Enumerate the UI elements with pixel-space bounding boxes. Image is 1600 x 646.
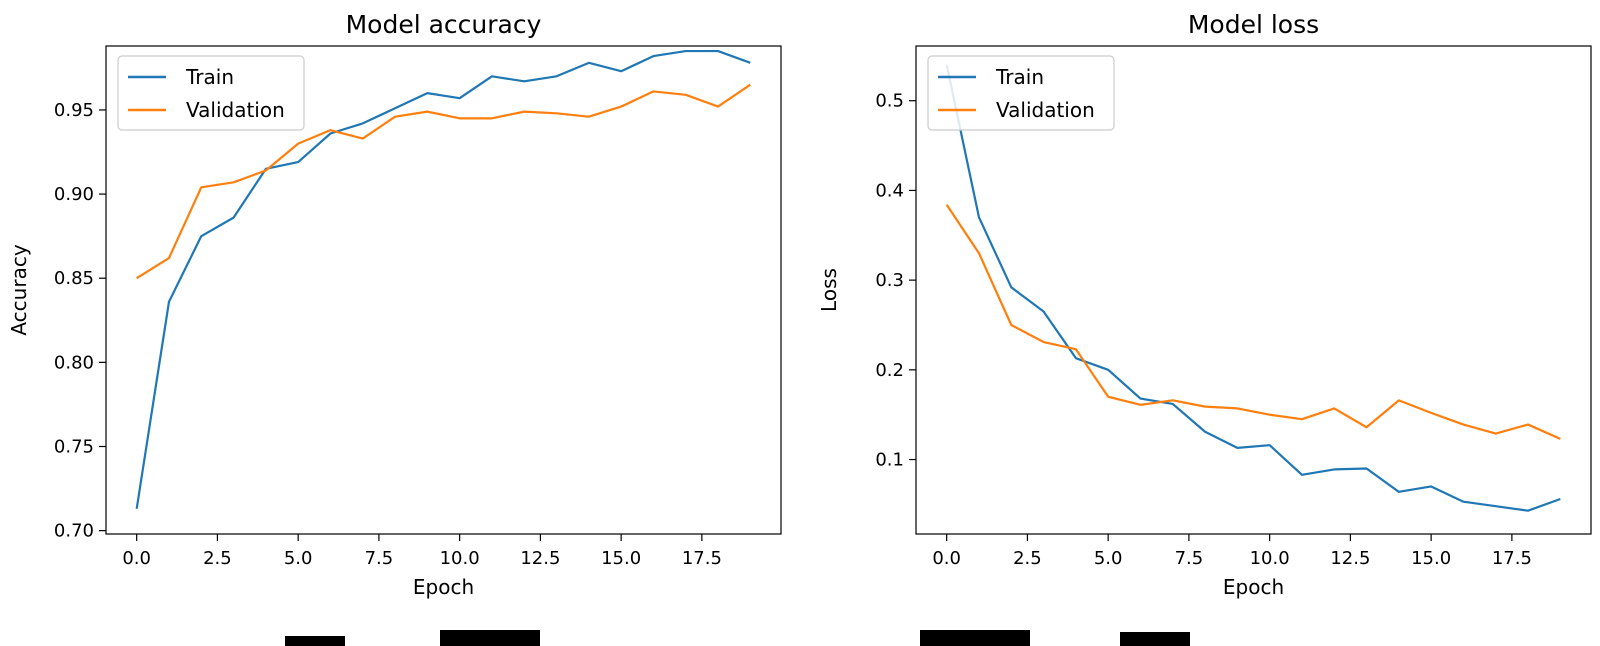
legend-label-validation: Validation [996, 98, 1095, 122]
x-tick-label: 17.5 [1492, 548, 1532, 569]
legend-label-validation: Validation [186, 98, 285, 122]
chart-title: Model loss [1188, 10, 1319, 39]
loss-chart: Model loss 0.0 2.5 5.0 7.5 10.0 12.5 15.0 17.5 0.… [817, 10, 1592, 599]
legend-label-train: Train [995, 65, 1044, 89]
x-tick-label: 2.5 [203, 548, 232, 569]
y-tick-label: 0.5 [875, 91, 904, 112]
clipped-caption [285, 630, 1190, 646]
legend: Train Validation [927, 55, 1115, 131]
x-tick-label: 0.0 [122, 548, 151, 569]
y-tick-label: 0.2 [875, 360, 904, 381]
y-tick-label: 0.70 [54, 521, 94, 542]
series-line-validation [945, 204, 1561, 440]
x-tick-label: 15.0 [601, 548, 641, 569]
y-tick-label: 0.3 [875, 270, 904, 291]
x-tick-label: 5.0 [284, 548, 313, 569]
y-tick-label: 0.75 [54, 436, 94, 457]
x-tick-label: 5.0 [1094, 548, 1123, 569]
y-axis-label: Accuracy [7, 244, 31, 335]
x-tick-label: 17.5 [682, 548, 722, 569]
series-line-validation [136, 83, 751, 280]
y-tick-label: 0.4 [875, 180, 904, 201]
chart-title: Model accuracy [346, 10, 542, 39]
x-axis-label: Epoch [1223, 575, 1284, 599]
accuracy-chart: Model accuracy 0.0 2.5 5.0 7.5 10.0 12.5 15.0 17… [7, 10, 782, 599]
legend-label-train: Train [185, 65, 234, 89]
x-tick-label: 7.5 [365, 548, 394, 569]
series-line-train [945, 64, 1561, 512]
y-tick-label: 0.85 [54, 268, 94, 289]
y-axis-label: Loss [817, 268, 841, 312]
x-tick-label: 2.5 [1013, 548, 1042, 569]
x-tick-label: 10.0 [440, 548, 480, 569]
x-tick-label: 12.5 [520, 548, 560, 569]
y-tick-label: 0.95 [54, 100, 94, 121]
x-tick-label: 10.0 [1250, 548, 1290, 569]
x-axis-label: Epoch [413, 575, 474, 599]
y-tick-label: 0.90 [54, 184, 94, 205]
legend: Train Validation [117, 55, 305, 131]
series-line-train [135, 49, 751, 509]
plot-frame [915, 45, 1592, 535]
x-tick-label: 15.0 [1411, 548, 1451, 569]
y-tick-label: 0.80 [54, 352, 94, 373]
x-tick-label: 7.5 [1175, 548, 1204, 569]
plot-frame [105, 45, 782, 535]
x-tick-label: 12.5 [1330, 548, 1370, 569]
y-tick-label: 0.1 [875, 450, 904, 471]
x-tick-label: 0.0 [932, 548, 961, 569]
